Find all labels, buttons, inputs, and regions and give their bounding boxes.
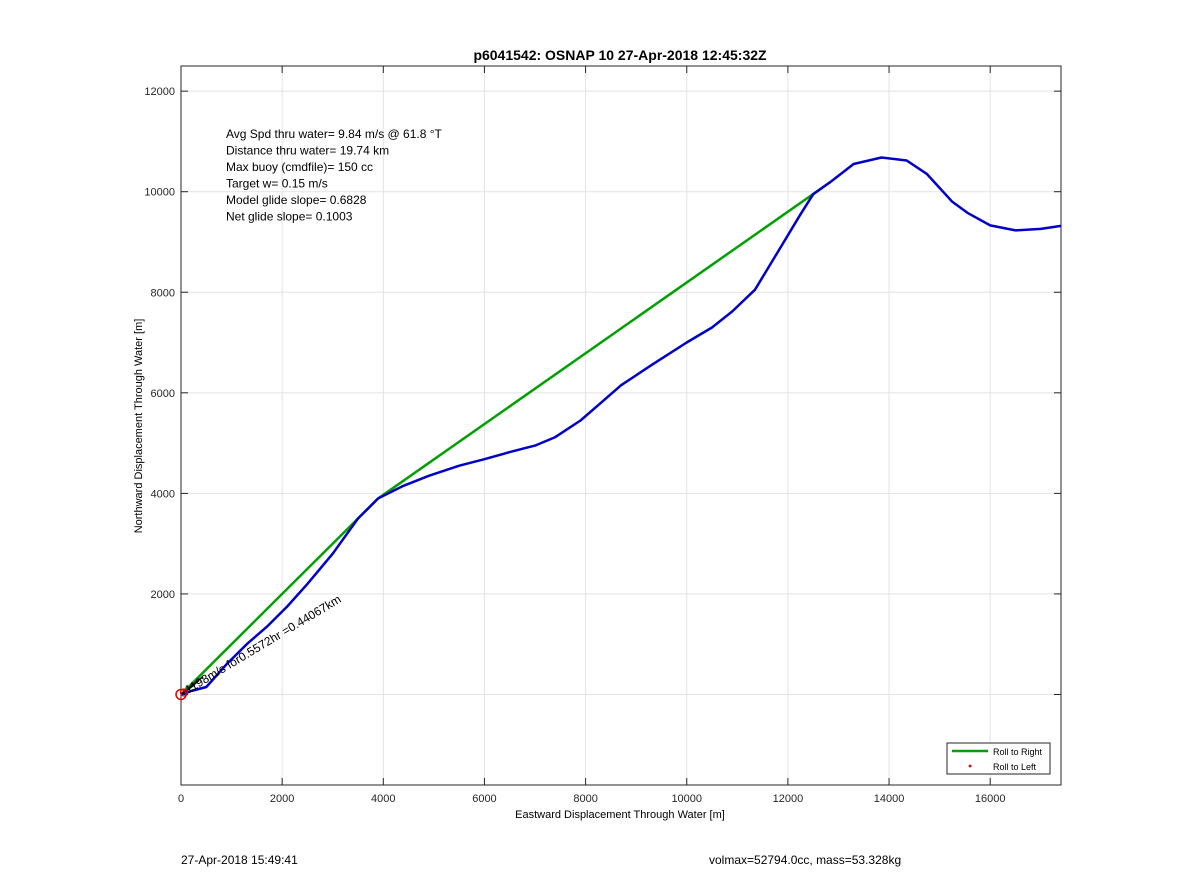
x-tick-label: 10000 [671,793,702,805]
footer-volmax-mass: volmax=52794.0cc, mass=53.328kg [709,853,902,867]
y-tick-label: 8000 [151,287,175,299]
footer-timestamp: 27-Apr-2018 15:49:41 [181,853,298,867]
origin-markers [175,675,204,701]
axis-ticks: 0 2000 4000 6000 8000 10000 12000 14000 16000 200… [144,66,1061,805]
legend-box [946,742,1051,775]
track-line [180,156,1062,696]
annotation-line: Distance thru water= 19.74 km [226,144,389,158]
roll-to-right-line [180,180,832,696]
x-tick-label: 2000 [270,793,294,805]
x-tick-label: 4000 [371,793,395,805]
x-tick-label: 14000 [874,793,905,805]
rotated-speed-label: 1198m/s for0.5572hr =0.44067km [182,592,343,696]
annotation-line: Avg Spd thru water= 9.84 m/s @ 61.8 °T [226,127,443,141]
plot-frame [180,65,1062,786]
x-tick-label: 8000 [573,793,597,805]
direction-arrow [180,683,196,696]
y-tick-label: 6000 [151,388,175,400]
annotation-line: Net glide slope= 0.1003 [226,210,353,224]
x-tick-label: 0 [178,793,184,805]
x-axis-label: Eastward Displacement Through Water [m] [515,809,725,821]
annotations: Avg Spd thru water= 9.84 m/s @ 61.8 °T Di… [182,127,442,697]
y-tick-label: 4000 [151,488,175,500]
start-marker [175,688,187,701]
start-marker [179,688,189,697]
series [180,156,1062,696]
annotation-line: Target w= 0.15 m/s [226,177,328,191]
legend-label: Roll to Left [993,762,1037,772]
y-axis-label: Northward Displacement Through Water [m] [133,319,145,534]
y-tick-label: 10000 [144,187,175,199]
x-tick-label: 6000 [472,793,496,805]
legend-dot-swatch [968,764,972,768]
y-tick-label: 2000 [151,589,175,601]
legend: Roll to Right Roll to Left [946,742,1051,775]
legend-label: Roll to Right [993,747,1043,757]
x-tick-label: 16000 [975,793,1006,805]
x-tick-label: 12000 [773,793,804,805]
chart-title: p6041542: OSNAP 10 27-Apr-2018 12:45:32Z [473,47,767,63]
grid [180,66,1061,785]
annotation-line: Model glide slope= 0.6828 [226,193,367,207]
annotation-line: Max buoy (cmdfile)= 150 cc [226,160,373,174]
y-tick-label: 12000 [144,86,175,98]
